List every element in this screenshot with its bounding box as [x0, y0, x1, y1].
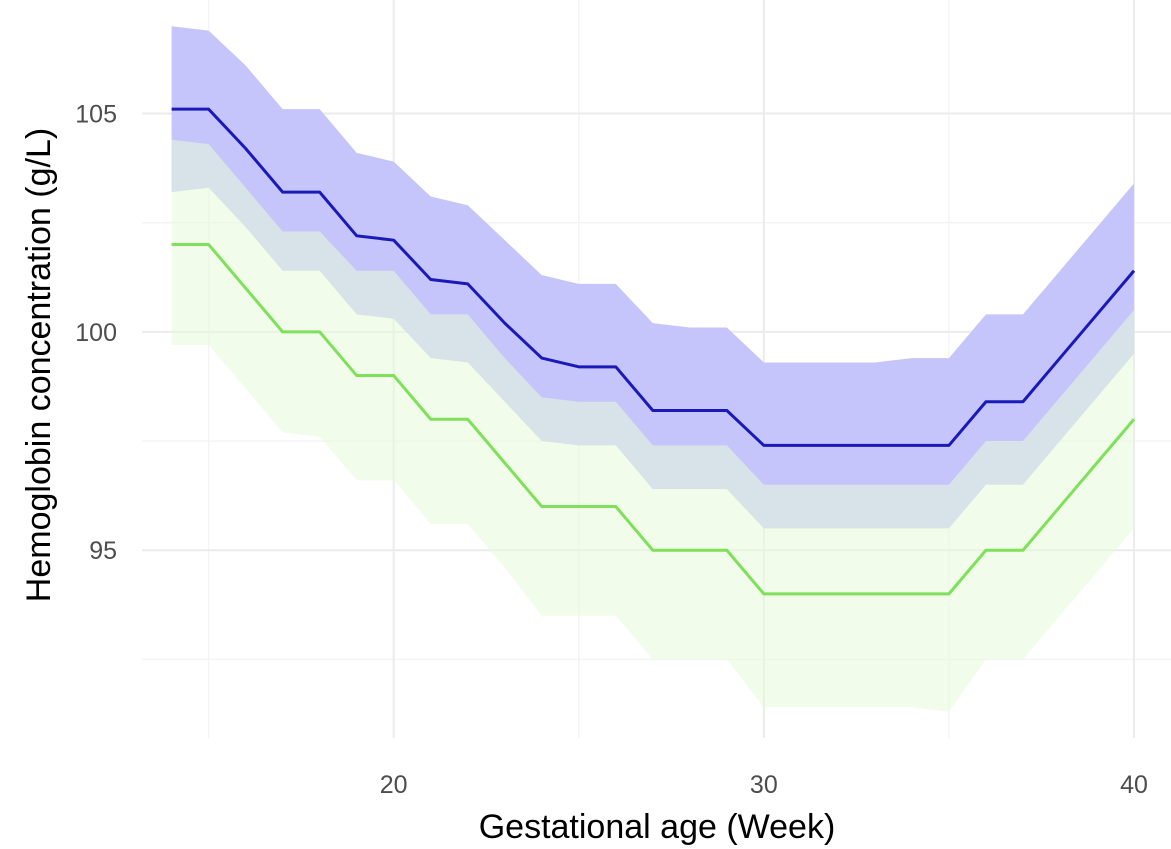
y-tick-label: 105 — [75, 101, 117, 129]
y-tick-label: 95 — [89, 537, 117, 565]
series-lines — [171, 107, 1136, 596]
x-axis-title: Gestational age (Week) — [479, 808, 836, 846]
series-2-band — [171, 139, 1134, 712]
series-1-line — [171, 107, 1136, 447]
y-tick-labels: 95 100 105 — [75, 101, 117, 566]
x-tick-label: 30 — [750, 771, 778, 799]
x-tick-labels: 20 30 40 — [380, 771, 1148, 799]
series-2-line — [171, 243, 1136, 596]
y-tick-label: 100 — [75, 319, 117, 347]
x-tick-label: 40 — [1120, 771, 1148, 799]
confidence-bands — [171, 26, 1134, 712]
series-1-band — [171, 26, 1134, 529]
y-axis-title: Hemoglobin concentration (g/L) — [20, 128, 58, 602]
x-tick-label: 20 — [380, 771, 408, 799]
